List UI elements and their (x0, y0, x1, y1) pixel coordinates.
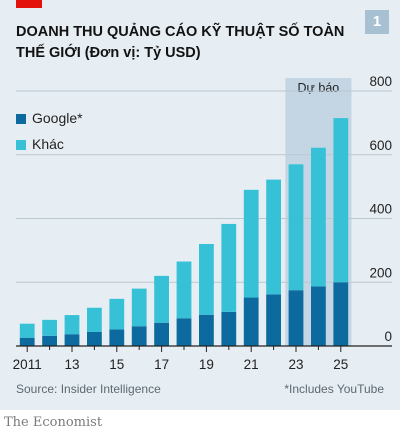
bar-other-2011 (19, 323, 35, 338)
bar-google-2011 (19, 337, 35, 346)
bar-other-2020 (221, 223, 237, 312)
chart-title: DOANH THU QUẢNG CÁO KỸ THUẬT SỐ TOÀN THẾ… (16, 24, 345, 61)
x-tick-label-2025: 25 (333, 357, 348, 372)
stacked-bar-chart: Dự báo 0 200 400 600 800 2011 13 15 17 19 21 23 25 (13, 74, 392, 372)
bar-other-2025 (333, 118, 349, 283)
bar-google-2013 (64, 334, 80, 346)
bar-google-2016 (131, 326, 147, 346)
bar-google-2018 (176, 318, 192, 346)
bar-google-2019 (199, 314, 214, 346)
bar-other-2024 (311, 147, 326, 287)
legend-google: Google* (16, 110, 83, 126)
bar-google-2021 (243, 297, 259, 346)
bar-other-2012 (42, 319, 57, 336)
x-tick-label-2019: 19 (199, 357, 214, 372)
bar-google-2022 (266, 294, 281, 346)
source-note: Source: Insider Intelligence (16, 382, 161, 396)
y-tick-label-600: 600 (369, 138, 392, 153)
bar-google-2012 (42, 335, 57, 346)
bar-other-2016 (131, 288, 147, 327)
chart-card: DOANH THU QUẢNG CÁO KỸ THUẬT SỐ TOÀN THẾ… (0, 0, 400, 410)
x-tick-label-2021: 21 (244, 357, 259, 372)
y-tick-label-800: 800 (369, 74, 392, 89)
legend-swatch-google (16, 114, 26, 124)
bar-google-2017 (154, 322, 169, 346)
legend-other: Khác (16, 136, 64, 152)
x-tick-label-2023: 23 (288, 357, 303, 372)
bar-other-2015 (109, 298, 125, 330)
bar-other-2023 (288, 164, 304, 291)
footnote: *Includes YouTube (284, 382, 384, 396)
x-tick-label-2015: 15 (109, 357, 124, 372)
bar-other-2018 (176, 261, 192, 319)
bar-other-2019 (199, 244, 214, 315)
bar-other-2013 (64, 315, 80, 335)
y-tick-label-200: 200 (369, 265, 392, 280)
bar-google-2015 (109, 329, 125, 346)
x-tick-label-2011: 2011 (13, 357, 42, 372)
x-tick-label-2017: 17 (154, 357, 169, 372)
bar-other-2021 (243, 189, 259, 298)
bar-google-2014 (87, 331, 102, 346)
bar-google-2023 (288, 290, 304, 346)
bar-other-2014 (87, 307, 102, 332)
x-tick-label-2013: 13 (64, 357, 79, 372)
legend-label-other: Khác (32, 136, 64, 152)
legend-swatch-other (16, 140, 26, 150)
red-accent-bar (16, 0, 42, 8)
y-tick-label-0: 0 (384, 329, 392, 344)
bar-google-2024 (311, 286, 326, 346)
bar-google-2025 (333, 282, 349, 346)
bar-other-2017 (154, 275, 169, 323)
chart-number-badge: 1 (365, 10, 389, 34)
y-tick-label-400: 400 (369, 202, 392, 217)
legend-label-google: Google* (32, 110, 83, 126)
bar-google-2020 (221, 311, 237, 346)
bar-other-2022 (266, 179, 281, 295)
forecast-label: Dự báo (298, 81, 340, 95)
brand-logo-text: The Economist (4, 415, 103, 430)
